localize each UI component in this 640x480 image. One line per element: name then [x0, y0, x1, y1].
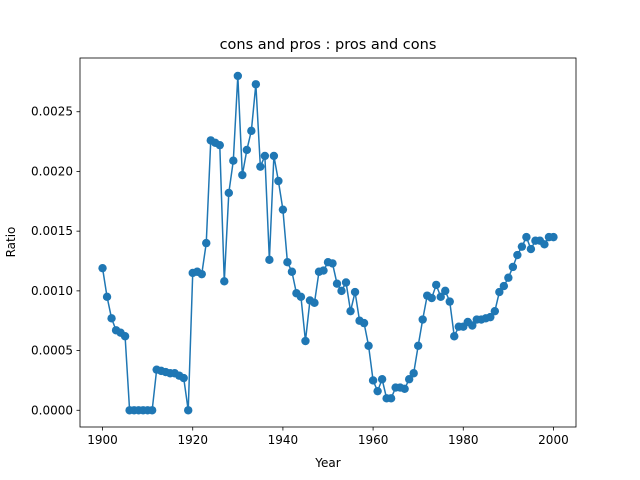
data-point: [341, 278, 351, 287]
data-point: [283, 258, 292, 267]
data-point: [418, 315, 427, 324]
data-point: [238, 170, 247, 180]
data-point: [450, 332, 459, 341]
data-point: [513, 250, 522, 260]
data-point: [224, 188, 233, 198]
data-point: [202, 238, 211, 248]
y-tick-label: 0.0015: [31, 224, 73, 238]
y-tick-label: 0.0020: [31, 164, 73, 178]
data-point: [373, 386, 382, 396]
data-point: [540, 240, 549, 249]
data-point: [260, 151, 270, 161]
data-point: [120, 332, 130, 341]
data-point: [301, 336, 310, 346]
data-point: [265, 255, 274, 265]
data-point: [287, 267, 297, 276]
data-point: [296, 292, 306, 302]
x-tick-label: 1900: [87, 433, 118, 447]
data-point: [495, 287, 504, 297]
data-point: [256, 162, 265, 171]
data-point: [517, 242, 527, 251]
data-point: [386, 394, 396, 403]
data-point: [107, 314, 116, 323]
data-point: [337, 286, 346, 296]
data-point: [508, 262, 518, 272]
data-point: [220, 277, 229, 286]
x-tick-label: 1960: [358, 433, 389, 447]
data-point: [377, 375, 387, 384]
x-tick-label: 1940: [268, 433, 299, 447]
data-point: [278, 205, 288, 214]
data-point: [328, 259, 337, 268]
data-point: [319, 266, 328, 275]
data-point: [310, 298, 319, 308]
y-tick-label: 0.0000: [31, 403, 73, 417]
data-point: [184, 406, 193, 415]
data-point: [197, 269, 206, 279]
data-point: [504, 273, 513, 282]
data-point: [233, 71, 243, 81]
data-point: [269, 151, 279, 161]
chart-title: cons and pros : pros and cons: [220, 37, 437, 53]
data-point: [346, 306, 355, 316]
data-point: [215, 140, 224, 150]
x-axis-label: Year: [314, 456, 340, 470]
data-point: [364, 341, 373, 350]
data-point: [404, 375, 414, 384]
x-tick-label: 1980: [448, 433, 479, 447]
data-point: [436, 292, 445, 302]
data-point: [445, 297, 454, 306]
data-point: [350, 287, 360, 297]
data-point: [409, 369, 418, 378]
data-point: [427, 293, 436, 303]
data-point: [432, 280, 441, 290]
y-tick-label: 0.0025: [31, 105, 73, 119]
y-tick-label: 0.0010: [31, 284, 73, 298]
data-point: [147, 406, 157, 415]
data-point: [413, 341, 423, 350]
y-tick-label: 0.0005: [31, 344, 73, 358]
data-point: [359, 318, 369, 328]
plot-area: [80, 58, 576, 427]
series-layer: [98, 71, 558, 415]
data-point: [98, 263, 107, 273]
data-point: [522, 232, 531, 242]
x-tick-label: 1920: [177, 433, 208, 447]
data-point: [251, 80, 261, 89]
data-point: [332, 279, 342, 288]
y-axis-label: Ratio: [4, 227, 18, 258]
data-point: [490, 306, 500, 316]
data-point: [229, 156, 238, 165]
data-point: [368, 376, 378, 385]
data-point: [549, 232, 558, 242]
y-axis-ticks: 0.0000 0.0005 0.0010 0.0015 0.0020 0.0025: [31, 105, 80, 417]
data-point: [179, 373, 188, 383]
data-point: [499, 281, 509, 291]
data-point: [526, 244, 536, 254]
data-point: [274, 176, 283, 186]
x-tick-label: 2000: [538, 433, 569, 447]
data-point: [400, 384, 409, 393]
data-point: [441, 286, 450, 296]
x-axis-ticks: 1900 1920 1940 1960 1980 2000: [87, 427, 569, 447]
data-point: [247, 126, 256, 136]
data-point: [102, 292, 112, 302]
data-point: [486, 312, 495, 322]
data-point: [468, 321, 477, 330]
data-point: [242, 145, 252, 155]
axes-frame: [79, 57, 577, 428]
